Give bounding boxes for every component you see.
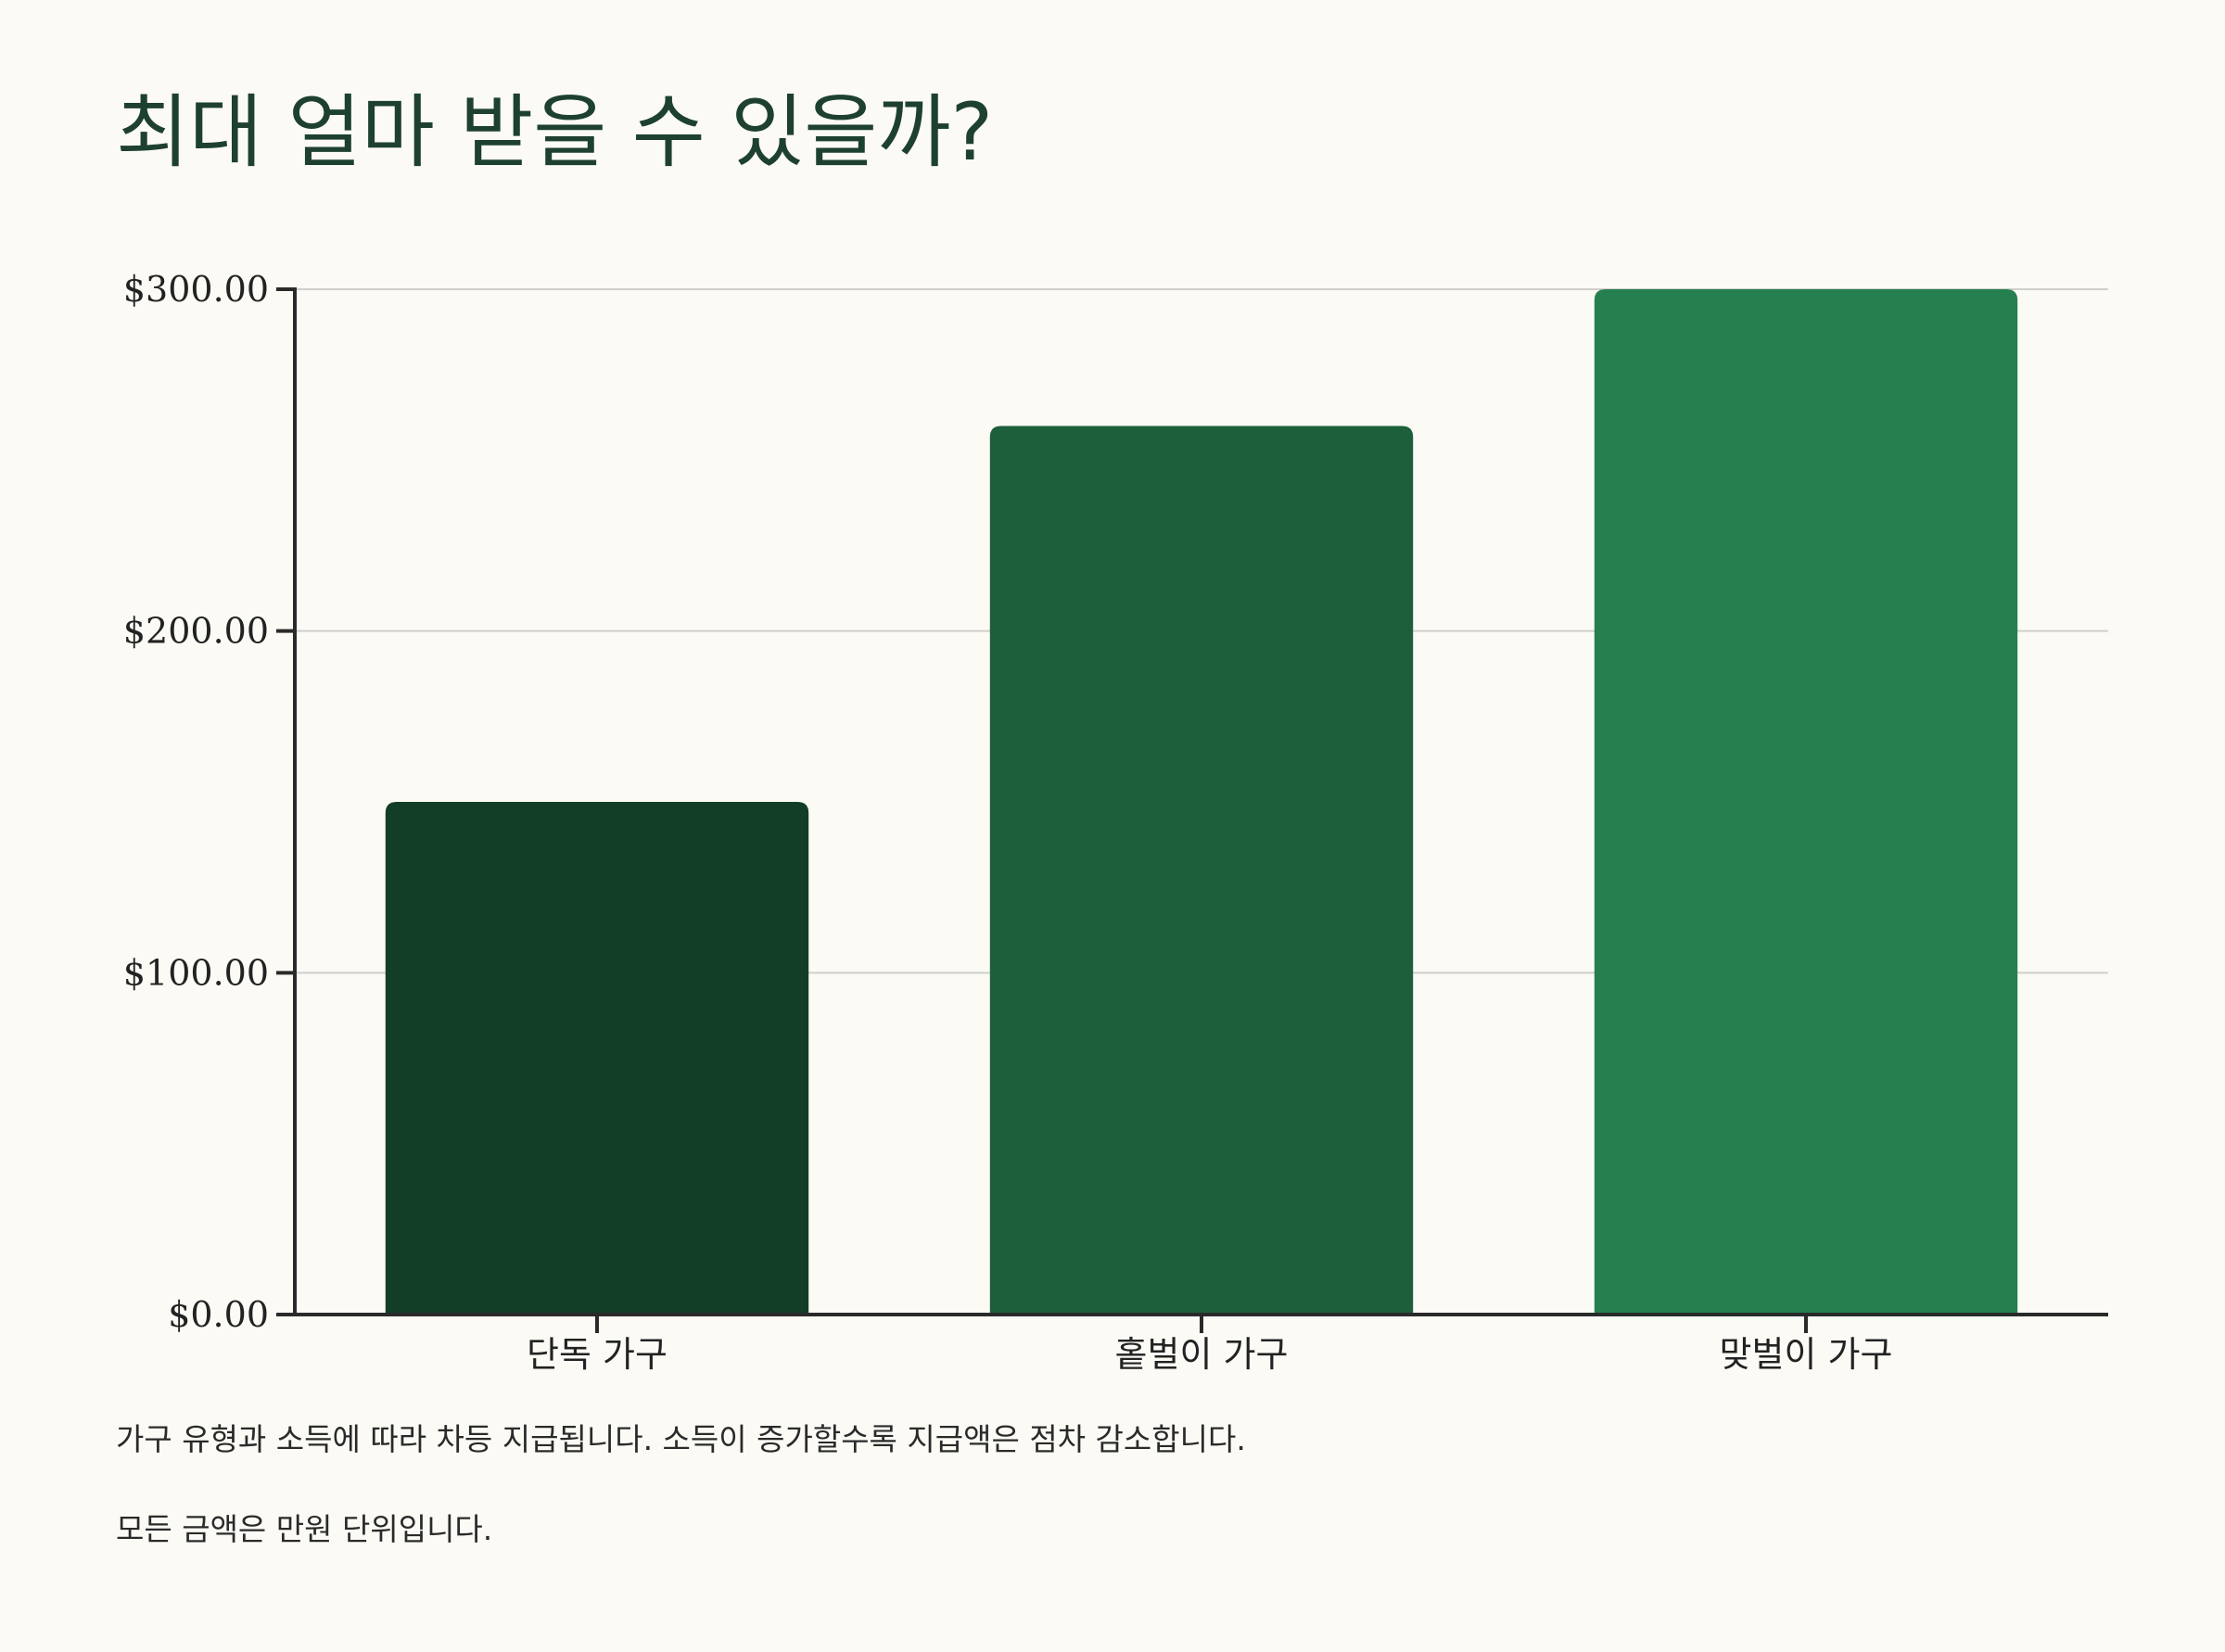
- y-tick-label: $100.00: [123, 952, 269, 993]
- footnote-payment-info: 가구 유형과 소득에 따라 차등 지급됩니다. 소득이 증가할수록 지급액은 점…: [116, 1421, 1246, 1457]
- y-tick-label: $0.00: [168, 1294, 269, 1335]
- footnote-unit-info: 모든 금액은 만원 단위입니다.: [116, 1511, 493, 1547]
- bars: [385, 289, 2018, 1315]
- x-tick-label: 홑벌이 가구: [1115, 1334, 1289, 1375]
- bar: [989, 426, 1414, 1315]
- y-axis-ticks: $0.00 $100.00 $200.00 $300.00: [123, 269, 295, 1335]
- x-tick-label: 단독 가구: [527, 1334, 668, 1375]
- bar: [1594, 289, 2018, 1315]
- bar: [385, 802, 809, 1315]
- x-axis-ticks: 단독 가구 홑벌이 가구 맞벌이 가구: [527, 1315, 1892, 1375]
- x-tick-label: 맞벌이 가구: [1720, 1334, 1893, 1375]
- chart-title: 최대 얼마 받을 수 있을까?: [116, 86, 994, 179]
- y-tick-label: $200.00: [123, 611, 269, 652]
- y-tick-label: $300.00: [123, 269, 269, 310]
